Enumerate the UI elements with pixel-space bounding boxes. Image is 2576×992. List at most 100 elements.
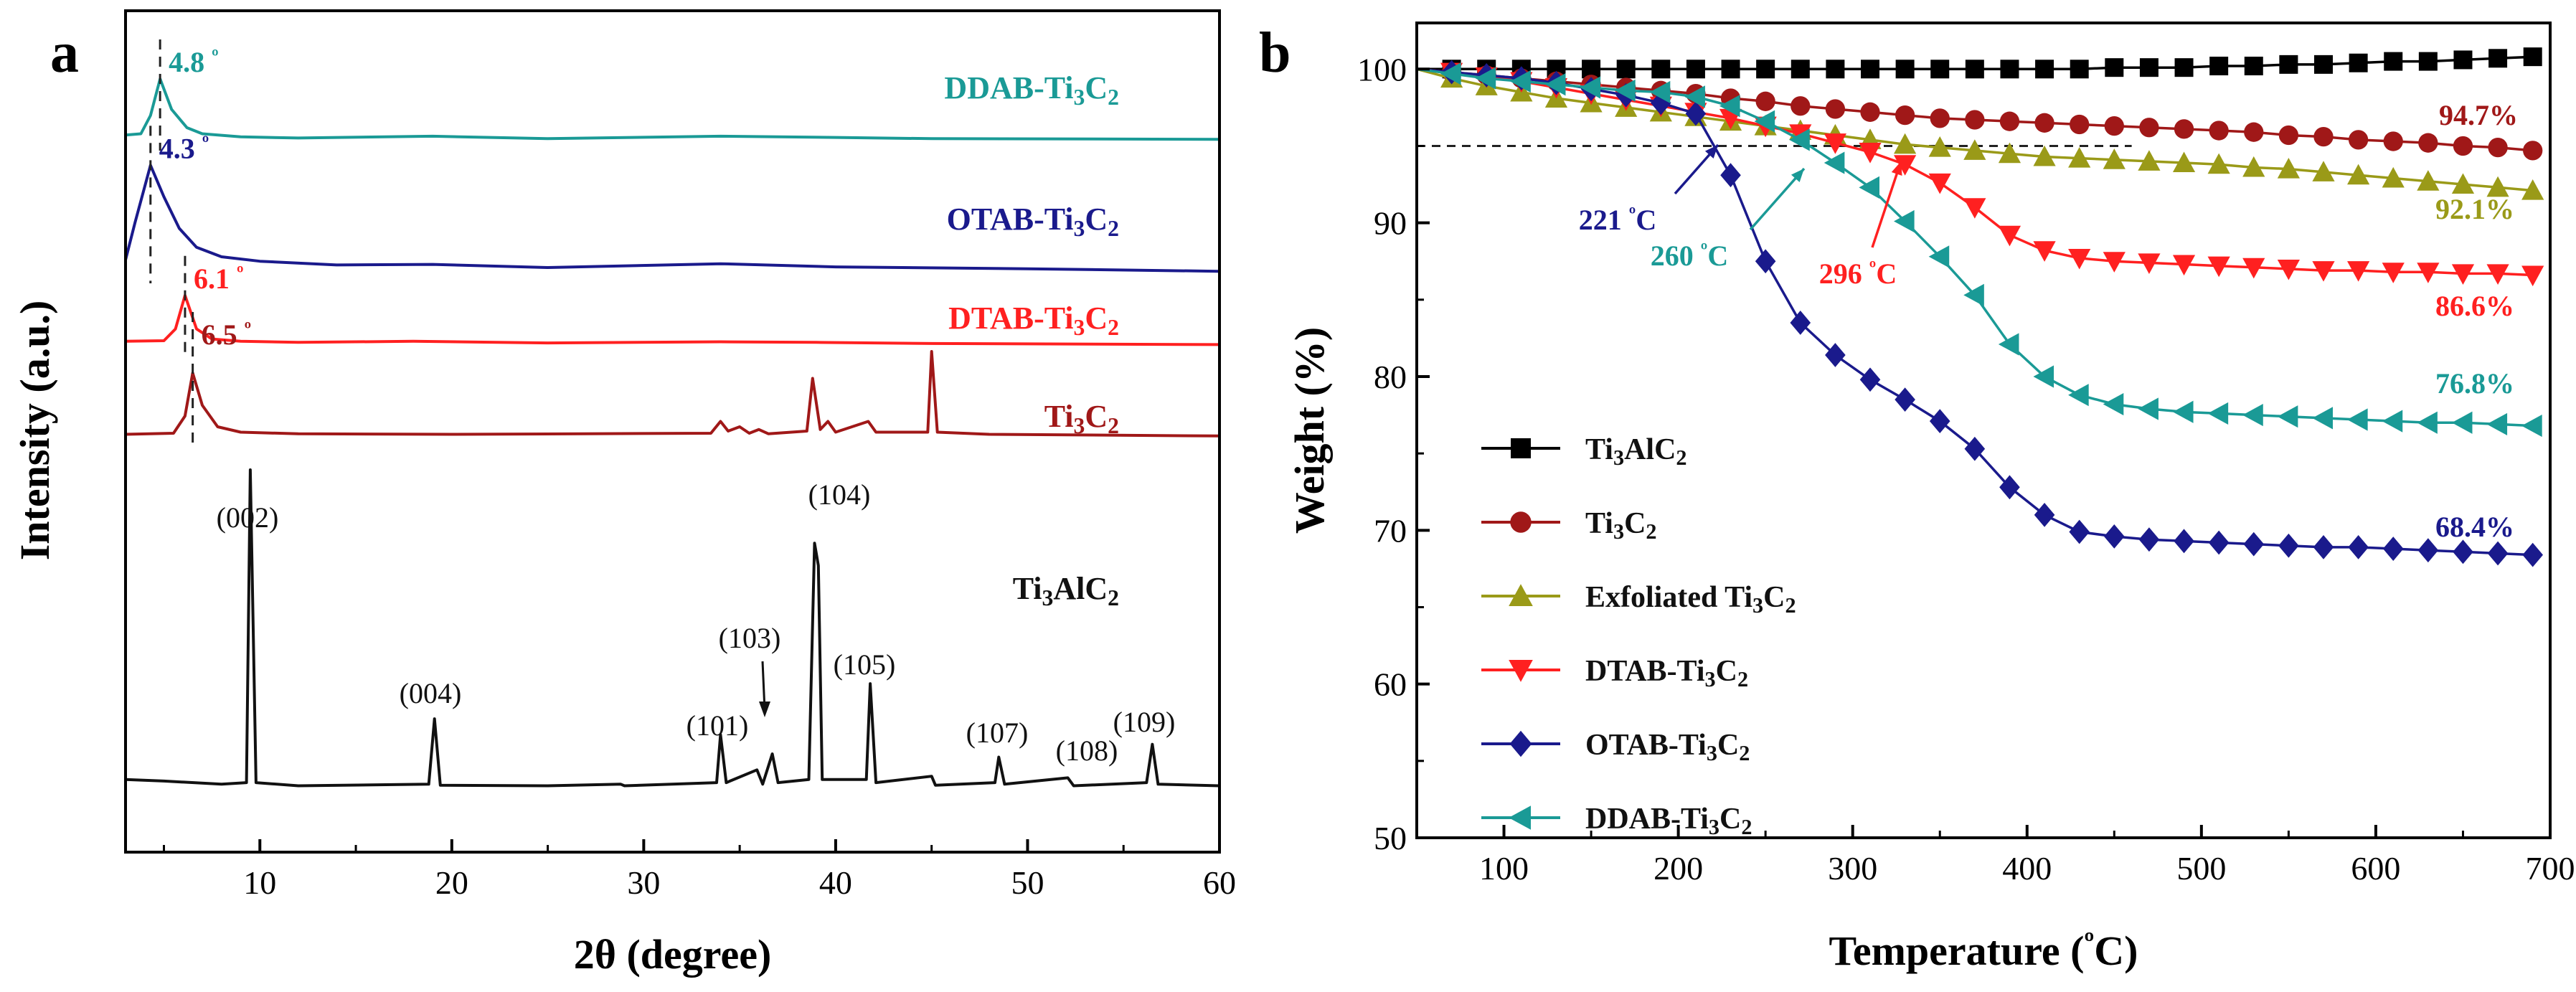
data-point: [1720, 163, 1741, 188]
peak-angle-label: 6.1 º: [194, 262, 244, 295]
data-point: [2104, 115, 2124, 136]
x-tick-label-a: 10: [243, 864, 276, 901]
data-point: [2139, 118, 2159, 138]
data-point: [2417, 411, 2438, 434]
data-point: [2382, 166, 2405, 188]
data-point: [1544, 73, 1566, 96]
data-point: [2105, 58, 2124, 77]
x-tick-label-b: 300: [1828, 850, 1877, 887]
xrd-series-dtab-ti3c2: DTAB-Ti3C2 6.1 º: [125, 255, 1220, 356]
legend-label: Ti3AlC2: [1585, 433, 1687, 470]
data-point: [2521, 414, 2542, 438]
data-point: [1824, 133, 1846, 154]
end-weight-label: 86.6%: [2435, 290, 2514, 322]
data-point: [1790, 311, 1811, 335]
legend-marker: [1510, 511, 1532, 533]
x-tick-label-a: 50: [1011, 864, 1044, 901]
tga-series-ddab-ti3c2: [1416, 62, 2542, 438]
data-point: [1825, 343, 1846, 367]
data-point: [1510, 70, 1531, 93]
legend-item-ddab-ti3c2: DDAB-Ti3C2: [1481, 803, 1752, 839]
x-tick-label-a: 40: [819, 864, 852, 901]
end-weight-label: 68.4%: [2435, 511, 2514, 543]
data-point: [1615, 79, 1636, 102]
plot-frame-a: [124, 9, 1221, 854]
x-tick-label-b: 700: [2526, 850, 2575, 887]
onset-temperature-label: 221 ºC: [1579, 203, 1656, 236]
data-point: [2347, 261, 2370, 282]
data-point: [2349, 53, 2368, 72]
legend-label: DTAB-Ti3C2: [1585, 655, 1748, 691]
data-point: [1755, 91, 1775, 111]
data-point: [1895, 387, 1915, 412]
data-point: [2209, 121, 2229, 141]
data-point: [2034, 113, 2054, 133]
data-point: [1859, 367, 1881, 392]
legend-marker: [1511, 438, 1531, 458]
x-tick-label-a: 30: [627, 864, 660, 901]
data-point: [2243, 532, 2265, 557]
data-point: [1928, 173, 1951, 194]
tga-series-dtab-ti3c2: [1416, 62, 2544, 287]
data-point: [2068, 384, 2089, 407]
data-point: [2172, 400, 2194, 423]
legend-item-ti3alc2: Ti3AlC2: [1481, 433, 1687, 470]
legend-label: Exfoliated Ti3C2: [1585, 581, 1796, 618]
miller-index-label: (109): [1113, 706, 1176, 738]
data-point: [2451, 264, 2475, 285]
data-point: [2033, 365, 2054, 388]
xrd-series-label: DDAB-Ti3C2: [944, 70, 1119, 110]
y-tick-label-b: 90: [1374, 205, 1407, 242]
data-point: [2451, 411, 2473, 434]
data-point: [2209, 57, 2229, 76]
data-point: [2103, 148, 2126, 169]
legend-label: DDAB-Ti3C2: [1585, 803, 1752, 839]
data-point: [1685, 101, 1707, 126]
data-point: [1651, 90, 1671, 115]
miller-index-label: (103): [719, 622, 781, 654]
peak-angle-label: 4.8 º: [169, 45, 219, 78]
data-point: [1616, 60, 1636, 79]
data-point: [1791, 60, 1810, 79]
data-point: [2279, 55, 2298, 74]
legend-marker: [1509, 584, 1533, 606]
data-point: [2487, 541, 2509, 566]
legend-marker: [1509, 730, 1532, 757]
legend-label: Ti3C2: [1585, 507, 1657, 544]
data-point: [2242, 156, 2265, 177]
xrd-series-otab-ti3c2: OTAB-Ti3C2 4.3 º: [124, 126, 1220, 283]
data-point: [1998, 225, 2021, 247]
onset-arrow: [1749, 167, 1806, 231]
data-point: [2521, 179, 2544, 200]
data-point: [2453, 50, 2473, 70]
tga-series-ti3alc2: [1417, 47, 2542, 79]
miller-index-label: (108): [1056, 734, 1118, 767]
x-axis-title-b: Temperature (ºC): [1829, 927, 2138, 974]
data-point: [2174, 119, 2194, 139]
data-point: [2313, 534, 2334, 559]
x-tick-label-a: 60: [1203, 864, 1236, 901]
data-point: [1475, 67, 1496, 90]
peak-angle-label: 4.3 º: [159, 132, 209, 165]
end-weight-label: 94.7%: [2439, 99, 2518, 131]
y-tick-label-b: 70: [1374, 512, 1407, 549]
y-tick-label-b: 100: [1357, 51, 1407, 88]
xrd-line-ddab-ti3c2: [125, 77, 1220, 141]
data-point: [2139, 58, 2159, 77]
data-point: [2070, 60, 2089, 79]
end-weight-label: 92.1%: [2435, 193, 2514, 225]
data-point: [2103, 252, 2126, 273]
xrd-series-ddab-ti3c2: DDAB-Ti3C2 4.8 º: [125, 39, 1220, 151]
data-point: [2348, 130, 2369, 150]
data-point: [2138, 397, 2159, 420]
tga-series-otab-ti3c2: [1416, 60, 2543, 567]
data-point: [2104, 524, 2125, 549]
data-point: [2312, 261, 2335, 282]
data-point: [2244, 57, 2263, 76]
plot-frame-b: [1415, 22, 2552, 839]
x-tick-label-b: 200: [1653, 850, 1703, 887]
data-point: [1928, 136, 1951, 157]
data-point: [2347, 164, 2370, 185]
data-point: [2314, 55, 2333, 74]
data-point: [1894, 133, 1917, 154]
